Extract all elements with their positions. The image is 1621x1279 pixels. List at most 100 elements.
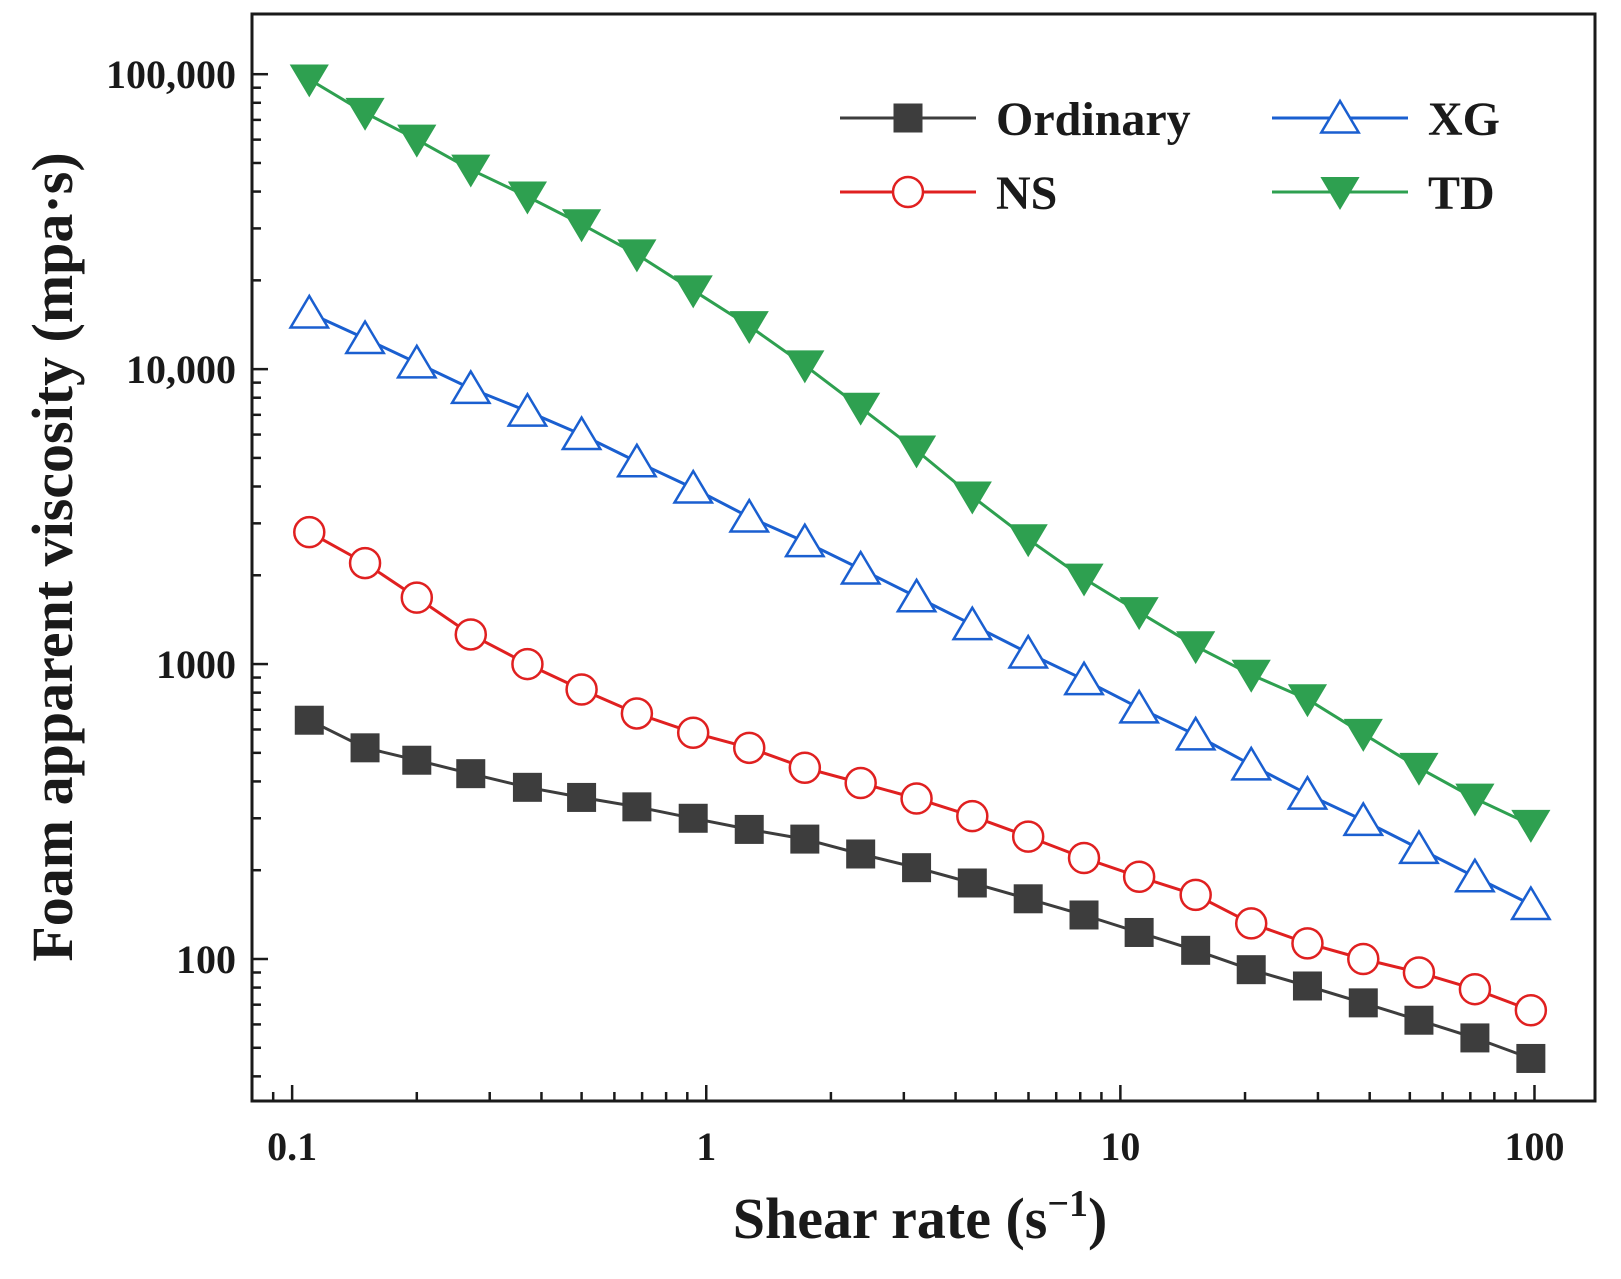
data-point-td bbox=[289, 64, 329, 98]
data-point-xg bbox=[1509, 885, 1552, 921]
data-point-td bbox=[507, 181, 548, 215]
legend-marker-td bbox=[1320, 177, 1360, 210]
series-line-ordinary bbox=[308, 718, 1532, 1060]
data-point-td bbox=[397, 124, 437, 158]
data-point-xg bbox=[728, 497, 771, 533]
data-point-td bbox=[1511, 809, 1551, 843]
data-point-ns bbox=[1402, 956, 1436, 989]
data-point-ns bbox=[565, 673, 598, 706]
data-point-ns bbox=[1011, 820, 1045, 853]
data-point-ordinary bbox=[456, 759, 486, 789]
data-point-td bbox=[1176, 631, 1216, 665]
data-point-ns bbox=[348, 546, 382, 580]
data-point-xg bbox=[1118, 688, 1161, 724]
data-point-ordinary bbox=[902, 853, 932, 883]
tick-labels: 0.1 1 10 100 100 1000 10,000 100,000 bbox=[106, 52, 1564, 1169]
data-point-xg bbox=[1174, 715, 1217, 751]
data-point-ns bbox=[788, 751, 822, 785]
data-point-td bbox=[1343, 718, 1383, 752]
data-point-ordinary bbox=[294, 705, 324, 735]
data-point-td bbox=[1455, 783, 1495, 817]
data-point-ordinary bbox=[1124, 917, 1154, 947]
data-point-xg bbox=[1007, 633, 1050, 669]
data-point-xg bbox=[560, 415, 603, 451]
data-point-ordinary bbox=[1181, 935, 1211, 965]
x-axis-title-superscript: −1 bbox=[1047, 1183, 1088, 1225]
data-point-xg bbox=[1063, 660, 1105, 696]
axis-ticks bbox=[250, 72, 1536, 1101]
legend-item-ordinary: Ordinary bbox=[840, 93, 1191, 146]
data-point-ordinary bbox=[1404, 1005, 1434, 1035]
data-point-ns bbox=[1458, 972, 1492, 1006]
data-point-td bbox=[1287, 684, 1328, 718]
data-point-ns bbox=[620, 697, 654, 730]
y-tick-label: 10,000 bbox=[126, 347, 236, 392]
data-point-ns bbox=[732, 731, 766, 765]
data-point-xg bbox=[615, 442, 658, 478]
data-point-ns bbox=[1067, 841, 1101, 875]
y-tick-label: 100 bbox=[176, 937, 236, 982]
data-point-ns bbox=[400, 581, 434, 614]
data-point-ns bbox=[511, 647, 544, 681]
x-tick-label: 100 bbox=[1504, 1124, 1564, 1169]
data-point-xg bbox=[1230, 745, 1273, 781]
data-point-ordinary bbox=[1460, 1023, 1490, 1053]
data-point-ordinary bbox=[846, 839, 876, 869]
legend-item-td: TD bbox=[1272, 167, 1495, 220]
data-point-xg bbox=[395, 343, 438, 379]
data-point-ordinary bbox=[1292, 971, 1322, 1001]
data-point-ns bbox=[1234, 907, 1268, 940]
data-point-xg bbox=[1286, 774, 1329, 810]
data-point-ns bbox=[956, 799, 989, 833]
data-point-ns bbox=[1179, 878, 1212, 912]
data-point-xg bbox=[506, 391, 549, 427]
data-point-ordinary bbox=[1069, 900, 1099, 930]
y-tick-label: 1000 bbox=[156, 642, 236, 687]
data-point-ns bbox=[454, 618, 488, 651]
data-point-ns bbox=[1514, 994, 1548, 1027]
data-point-td bbox=[841, 392, 881, 426]
y-axis-title: Foam apparent viscosity (mpa·s) bbox=[20, 152, 85, 961]
x-tick-label: 10 bbox=[1100, 1124, 1140, 1169]
data-point-xg bbox=[783, 522, 826, 558]
data-point-ordinary bbox=[734, 814, 764, 844]
data-point-xg bbox=[672, 468, 715, 504]
data-point-xg bbox=[839, 549, 882, 585]
data-point-ns bbox=[844, 766, 877, 800]
legend-marker-ordinary bbox=[893, 103, 923, 133]
data-point-td bbox=[729, 311, 769, 345]
data-point-ns bbox=[1291, 927, 1324, 960]
data-point-ordinary bbox=[678, 803, 708, 833]
legend-label-ns: NS bbox=[996, 167, 1057, 220]
data-point-td bbox=[345, 97, 385, 131]
data-point-td bbox=[673, 275, 713, 309]
data-point-td bbox=[952, 481, 992, 515]
data-point-xg bbox=[951, 605, 994, 641]
x-axis-title: Shear rate (s−1) bbox=[733, 1183, 1108, 1251]
data-point-td bbox=[1231, 659, 1271, 693]
data-point-ordinary bbox=[402, 745, 432, 775]
data-point-td bbox=[451, 154, 491, 188]
data-point-td bbox=[562, 209, 602, 243]
data-point-xg bbox=[1454, 857, 1496, 893]
x-tick-label: 0.1 bbox=[267, 1124, 317, 1169]
legend-item-xg: XG bbox=[1272, 93, 1500, 146]
data-point-ns bbox=[1122, 860, 1156, 894]
data-point-ordinary bbox=[350, 733, 380, 763]
data-point-td bbox=[785, 350, 825, 384]
data-point-ordinary bbox=[512, 772, 542, 802]
data-point-ns bbox=[293, 515, 326, 549]
data-point-ordinary bbox=[790, 824, 820, 854]
data-point-xg bbox=[1398, 829, 1440, 865]
data-point-xg bbox=[288, 293, 331, 329]
x-axis-title-close: ) bbox=[1088, 1186, 1107, 1251]
x-tick-label: 1 bbox=[696, 1124, 716, 1169]
legend-item-ns: NS bbox=[840, 167, 1057, 220]
legend-label-xg: XG bbox=[1428, 93, 1500, 146]
data-point-ordinary bbox=[1013, 884, 1043, 914]
legend-label-ordinary: Ordinary bbox=[996, 93, 1191, 146]
data-point-ordinary bbox=[1516, 1043, 1546, 1073]
data-point-ordinary bbox=[1348, 988, 1378, 1018]
data-point-td bbox=[1008, 524, 1048, 558]
data-point-ordinary bbox=[957, 868, 987, 898]
